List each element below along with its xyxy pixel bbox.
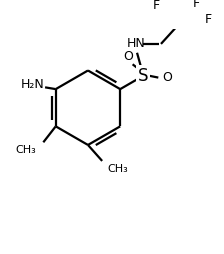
Text: CH₃: CH₃	[15, 145, 36, 155]
Text: F: F	[204, 13, 211, 26]
Text: HN: HN	[127, 37, 146, 50]
Text: O: O	[123, 50, 133, 63]
Text: H₂N: H₂N	[21, 78, 45, 91]
Text: F: F	[193, 0, 200, 10]
Text: S: S	[138, 67, 149, 85]
Text: O: O	[162, 71, 172, 84]
Text: CH₃: CH₃	[108, 164, 128, 174]
Text: F: F	[153, 0, 160, 12]
